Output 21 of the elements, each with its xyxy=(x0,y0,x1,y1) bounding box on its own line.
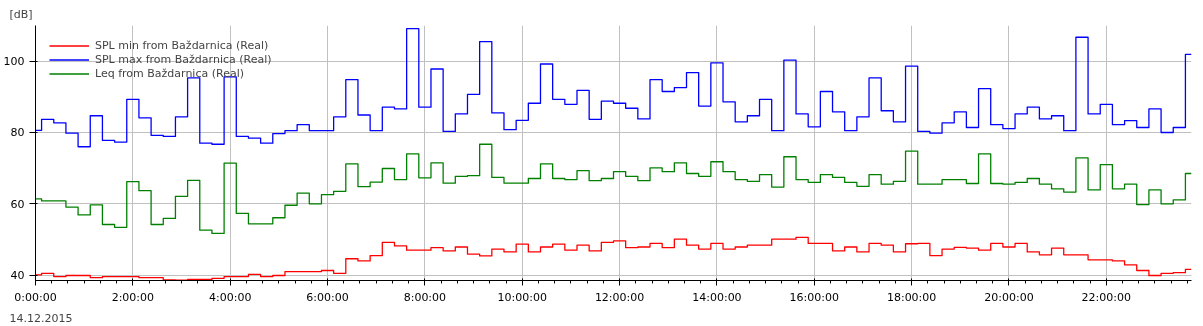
x-tick-label: 20:00:00 xyxy=(984,290,1034,304)
legend-label: Leq from Baždarnica (Real) xyxy=(95,67,244,80)
x-tick-label: 12:00:00 xyxy=(594,290,645,304)
legend-label: SPL max from Baždarnica (Real) xyxy=(95,53,272,66)
y-tick-label: 40 xyxy=(10,269,25,283)
y-tick-label: 60 xyxy=(10,197,25,211)
x-tick-label: 2:00:00 xyxy=(111,290,155,304)
text: 14.12.2015 xyxy=(9,311,73,325)
x-tick-label: 4:00:00 xyxy=(208,290,252,304)
legend-label: SPL min from Baždarnica (Real) xyxy=(95,39,269,52)
x-tick-label: 6:00:00 xyxy=(306,290,349,304)
x-tick-label: 22:00:00 xyxy=(1081,290,1132,304)
x-tick-label: 10:00:00 xyxy=(497,290,547,304)
x-tick-label: 18:00:00 xyxy=(886,290,937,304)
x-tick-label: 16:00:00 xyxy=(789,290,839,304)
x-tick-label: 8:00:00 xyxy=(403,290,447,304)
x-tick-label: 0:00:00 xyxy=(14,290,57,304)
y-tick-label: 80 xyxy=(10,126,25,140)
y-tick-label: 100 xyxy=(3,55,25,69)
x-tick-label: 14:00:00 xyxy=(692,290,742,304)
y-axis-title: [dB] xyxy=(9,7,33,21)
